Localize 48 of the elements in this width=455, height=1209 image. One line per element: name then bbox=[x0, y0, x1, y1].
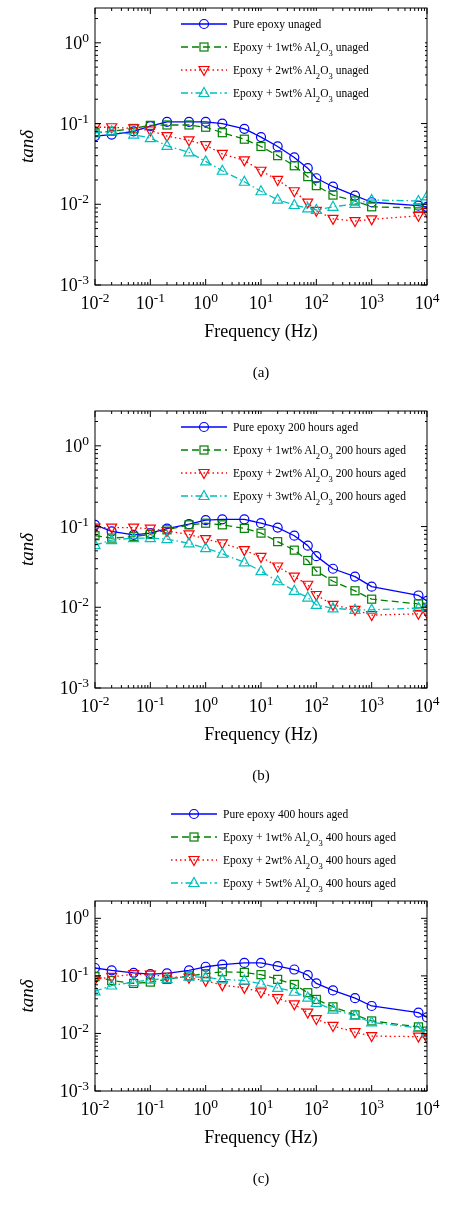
x-tick-label: 10$^{0}$ bbox=[193, 1095, 219, 1119]
text: (b) bbox=[252, 767, 270, 784]
x-tick-label: 10$^{2}$ bbox=[303, 692, 329, 716]
x-tick-label: 10$^{2}$ bbox=[303, 289, 329, 313]
legend-label: Pure epoxy 200 hours aged bbox=[233, 421, 359, 434]
y-tick-label: 10$^{-1}$ bbox=[59, 513, 89, 537]
text: (a) bbox=[252, 364, 270, 381]
legend-label: Epoxy + 5wt% Al$_{2}$O$_{3}$ 400 hours aged bbox=[223, 877, 397, 894]
x-tick-label: 10$^{-1}$ bbox=[135, 692, 165, 716]
legend-label: Epoxy + 2wt% Al$_{2}$O$_{3}$ unaged bbox=[233, 64, 370, 81]
legend-label: Epoxy + 1wt% Al$_{2}$O$_{3}$ 400 hours aged bbox=[223, 831, 397, 848]
y-tick-label: 10$^{0}$ bbox=[64, 432, 90, 456]
legend-label: Epoxy + 2wt% Al$_{2}$O$_{3}$ 400 hours aged bbox=[223, 854, 397, 871]
y-tick-label: 10$^{-1}$ bbox=[59, 110, 89, 134]
x-axis-title: Frequency (Hz) bbox=[204, 724, 318, 745]
legend-label: Epoxy + 3wt% Al$_{2}$O$_{3}$ 200 hours aged bbox=[233, 490, 407, 507]
y-axis-title: tanδ bbox=[16, 978, 37, 1013]
x-tick-label: 10$^{1}$ bbox=[248, 1095, 274, 1119]
y-axis-title: tanδ bbox=[16, 128, 37, 164]
legend-label: Epoxy + 5wt% Al$_{2}$O$_{3}$ unaged bbox=[233, 87, 370, 104]
x-tick-label: 10$^{4}$ bbox=[414, 692, 440, 716]
y-tick-label: 10$^{-2}$ bbox=[59, 190, 89, 215]
x-tick-label: 10$^{-1}$ bbox=[135, 289, 165, 313]
x-tick-label: 10$^{0}$ bbox=[193, 692, 219, 716]
y-axis-title: tanδ bbox=[16, 531, 37, 567]
y-tick-label: 10$^{0}$ bbox=[64, 29, 90, 53]
x-axis-title: Frequency (Hz) bbox=[204, 321, 318, 342]
x-tick-label: 10$^{3}$ bbox=[359, 1095, 385, 1119]
x-tick-label: 10$^{4}$ bbox=[414, 1095, 440, 1119]
legend-label: Epoxy + 1wt% Al$_{2}$O$_{3}$ unaged bbox=[233, 41, 370, 58]
legend-label: Pure epoxy unaged bbox=[233, 18, 322, 31]
x-tick-label: 10$^{-1}$ bbox=[135, 1095, 165, 1119]
x-tick-label: 10$^{4}$ bbox=[414, 289, 440, 313]
y-tick-label: 10$^{0}$ bbox=[64, 904, 90, 929]
x-tick-label: 10$^{3}$ bbox=[359, 692, 385, 716]
x-tick-label: 10$^{1}$ bbox=[248, 692, 274, 716]
y-tick-label: 10$^{-2}$ bbox=[59, 1019, 89, 1044]
legend-label: Epoxy + 2wt% Al$_{2}$O$_{3}$ 200 hours aged bbox=[233, 467, 407, 484]
y-tick-label: 10$^{-1}$ bbox=[59, 962, 89, 986]
x-axis-title: Frequency (Hz) bbox=[204, 1127, 318, 1148]
y-tick-label: 10$^{-2}$ bbox=[59, 593, 89, 618]
x-tick-label: 10$^{2}$ bbox=[303, 1095, 329, 1119]
x-tick-label: 10$^{1}$ bbox=[248, 289, 274, 313]
text: (c) bbox=[252, 1170, 270, 1187]
legend-label: Pure epoxy 400 hours aged bbox=[223, 808, 349, 821]
x-tick-label: 10$^{0}$ bbox=[193, 289, 219, 313]
x-tick-label: 10$^{3}$ bbox=[359, 289, 385, 313]
legend-label: Epoxy + 1wt% Al$_{2}$O$_{3}$ 200 hours aged bbox=[233, 444, 407, 461]
